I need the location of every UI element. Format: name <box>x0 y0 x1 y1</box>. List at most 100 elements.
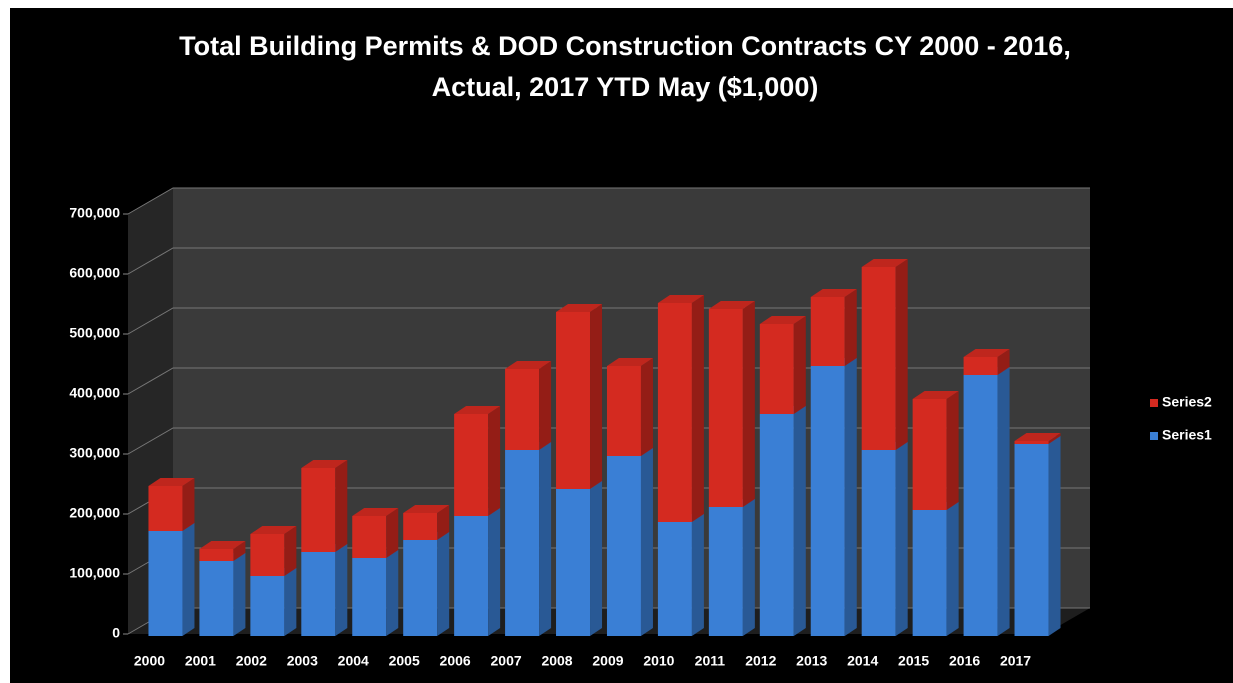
x-tick-label: 2001 <box>185 653 216 669</box>
bar-face <box>199 541 246 549</box>
legend-swatch <box>1150 432 1158 440</box>
x-tick-label: 2004 <box>338 653 369 669</box>
bar-face <box>488 406 501 516</box>
x-tick-label: 2011 <box>695 653 726 669</box>
bar <box>708 499 755 636</box>
bar-face <box>640 358 653 456</box>
bar-face <box>810 366 845 636</box>
x-tick-label: 2014 <box>847 653 878 669</box>
bar <box>861 259 908 450</box>
y-tick-label: 400,000 <box>69 385 120 401</box>
bar-face <box>708 507 743 636</box>
bar <box>606 358 653 456</box>
chart-title: Actual, 2017 YTD May ($1,000) <box>432 72 819 102</box>
bar-face <box>403 505 450 513</box>
y-tick-label: 200,000 <box>69 505 120 521</box>
bar <box>556 481 603 636</box>
bar <box>199 553 246 636</box>
bar <box>199 541 246 561</box>
bar-face <box>250 576 285 636</box>
bar-face <box>505 361 552 369</box>
bar <box>403 532 450 636</box>
grid-line <box>127 187 1090 215</box>
bar <box>301 544 348 636</box>
bar-face <box>539 442 552 636</box>
y-tick-label: 600,000 <box>69 265 120 281</box>
bar-face <box>657 522 692 636</box>
bar <box>912 391 959 510</box>
bar <box>454 508 501 636</box>
bar-face <box>912 399 947 510</box>
x-tick-label: 2013 <box>796 653 827 669</box>
bar-face <box>759 414 794 636</box>
bar-face <box>352 516 387 558</box>
bar-face <box>742 499 755 636</box>
bar <box>810 358 857 636</box>
bar-face <box>946 502 959 636</box>
bar <box>963 367 1010 636</box>
bar <box>1014 433 1061 444</box>
bar-face <box>742 301 755 507</box>
bar-face <box>250 526 297 534</box>
bar <box>912 502 959 636</box>
bar <box>505 361 552 450</box>
bar-face <box>488 508 501 636</box>
bar <box>657 514 704 636</box>
bar-face <box>148 531 183 636</box>
x-tick-label: 2005 <box>389 653 420 669</box>
bar-face <box>657 295 704 303</box>
bar <box>352 508 399 558</box>
bar-face <box>1014 441 1049 444</box>
bar-face <box>335 460 348 552</box>
bar-face <box>963 349 1010 357</box>
bar-face <box>386 550 399 636</box>
x-tick-label: 2000 <box>134 653 165 669</box>
bar <box>250 568 297 636</box>
bar-face <box>505 369 540 450</box>
y-tick-label: 300,000 <box>69 445 120 461</box>
x-tick-label: 2010 <box>643 653 674 669</box>
bar-face <box>793 406 806 636</box>
bar-face <box>759 316 806 324</box>
bar-face <box>606 456 641 636</box>
bar <box>250 526 297 576</box>
x-tick-label: 2007 <box>491 653 522 669</box>
bar-face <box>861 259 908 267</box>
bar-face <box>556 489 591 636</box>
bar-face <box>844 289 857 366</box>
x-tick-label: 2012 <box>745 653 776 669</box>
bar-face <box>657 303 692 522</box>
bar-face <box>708 309 743 507</box>
bar-face <box>590 481 603 636</box>
bar <box>403 505 450 540</box>
bar-face <box>284 526 297 576</box>
bar-face <box>861 267 896 450</box>
x-tick-label: 2003 <box>287 653 318 669</box>
bar-face <box>759 324 794 414</box>
bar-face <box>148 486 183 531</box>
bar-face <box>539 361 552 450</box>
bar-face <box>437 505 450 540</box>
bar <box>1014 436 1061 636</box>
bar-face <box>199 549 234 561</box>
bar-face <box>454 406 501 414</box>
legend-label: Series2 <box>1162 394 1212 410</box>
bar-face <box>556 304 603 312</box>
legend-swatch <box>1150 399 1158 407</box>
bar-face <box>403 540 438 636</box>
grid-line <box>127 247 1090 275</box>
grid-line <box>127 307 1090 335</box>
bar-face <box>1048 433 1061 444</box>
x-tick-label: 2015 <box>898 653 929 669</box>
bar <box>861 442 908 636</box>
bar-face <box>352 558 387 636</box>
bar <box>556 304 603 489</box>
bar-face <box>403 513 438 540</box>
bar-face <box>912 391 959 399</box>
bar-face <box>946 391 959 510</box>
bar-face <box>335 544 348 636</box>
bar-face <box>691 514 704 636</box>
bar-face <box>895 259 908 450</box>
bar <box>810 289 857 366</box>
